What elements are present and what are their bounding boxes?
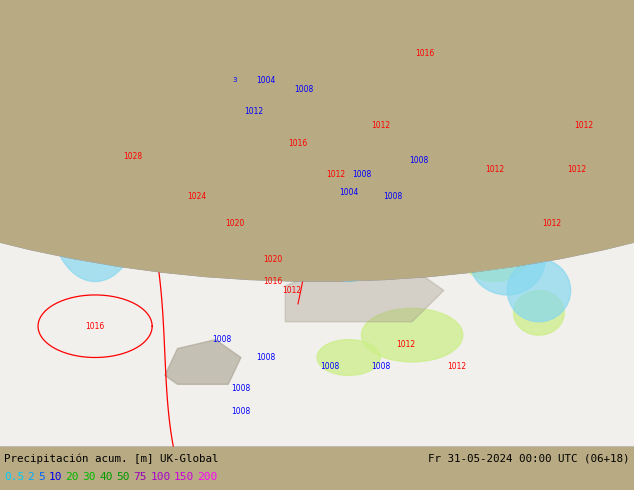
Ellipse shape — [311, 161, 349, 196]
Text: 20: 20 — [65, 472, 79, 482]
Text: 1012: 1012 — [542, 219, 561, 228]
Text: 1012: 1012 — [396, 340, 415, 348]
Text: 1008: 1008 — [257, 353, 276, 362]
Text: 1012: 1012 — [244, 107, 263, 116]
Ellipse shape — [456, 210, 533, 282]
Text: 10: 10 — [48, 472, 62, 482]
Ellipse shape — [216, 80, 317, 170]
Text: 1016: 1016 — [415, 49, 434, 58]
Text: 1012: 1012 — [447, 362, 466, 371]
Polygon shape — [285, 259, 444, 322]
Text: 1008: 1008 — [352, 170, 371, 179]
Ellipse shape — [317, 340, 380, 375]
Ellipse shape — [437, 188, 514, 259]
Polygon shape — [216, 201, 266, 250]
Text: 1012: 1012 — [282, 286, 301, 295]
Text: 30: 30 — [82, 472, 96, 482]
Text: 1016: 1016 — [263, 277, 282, 286]
Ellipse shape — [260, 116, 412, 241]
Text: 75: 75 — [134, 472, 147, 482]
Text: 100: 100 — [150, 472, 171, 482]
Text: 1028: 1028 — [124, 152, 143, 161]
Ellipse shape — [514, 291, 564, 335]
Ellipse shape — [361, 143, 463, 232]
Text: 1020: 1020 — [225, 219, 244, 228]
Text: 1008: 1008 — [231, 384, 250, 393]
Text: 200: 200 — [198, 472, 217, 482]
Text: 1020: 1020 — [263, 255, 282, 264]
Ellipse shape — [444, 45, 596, 241]
Text: Fr 31-05-2024 00:00 UTC (06+18): Fr 31-05-2024 00:00 UTC (06+18) — [429, 454, 630, 464]
Text: 5: 5 — [38, 472, 45, 482]
Ellipse shape — [311, 210, 387, 282]
Text: 50: 50 — [117, 472, 130, 482]
Ellipse shape — [63, 170, 114, 259]
Text: 1008: 1008 — [371, 362, 390, 371]
Text: 1008: 1008 — [295, 85, 314, 94]
Text: 1008: 1008 — [320, 362, 339, 371]
Text: 150: 150 — [174, 472, 194, 482]
Text: 2: 2 — [27, 472, 34, 482]
Ellipse shape — [507, 259, 571, 322]
Polygon shape — [165, 340, 241, 384]
Ellipse shape — [70, 183, 95, 228]
Text: 1008: 1008 — [384, 192, 403, 201]
Ellipse shape — [44, 134, 108, 206]
Text: 1004: 1004 — [339, 188, 358, 196]
Text: 1008: 1008 — [231, 407, 250, 416]
Text: 1012: 1012 — [371, 121, 390, 130]
Text: 1012: 1012 — [485, 165, 504, 174]
Ellipse shape — [361, 308, 463, 362]
Ellipse shape — [393, 156, 495, 246]
Ellipse shape — [266, 179, 368, 268]
Text: 1004: 1004 — [257, 76, 276, 85]
Text: 3: 3 — [232, 77, 237, 83]
Text: 1016: 1016 — [86, 322, 105, 331]
Ellipse shape — [51, 147, 139, 282]
Text: 1012: 1012 — [574, 121, 593, 130]
Ellipse shape — [469, 223, 545, 295]
Text: Precipitación acum. [m] UK-Global: Precipitación acum. [m] UK-Global — [4, 454, 219, 464]
Text: 1012: 1012 — [327, 170, 346, 179]
Ellipse shape — [317, 116, 444, 223]
Ellipse shape — [273, 125, 361, 206]
Ellipse shape — [323, 143, 399, 215]
Text: 40: 40 — [100, 472, 113, 482]
Text: 1008: 1008 — [409, 156, 428, 166]
Text: 1008: 1008 — [212, 335, 231, 344]
Text: 0.5: 0.5 — [4, 472, 24, 482]
Text: 1024: 1024 — [187, 192, 206, 201]
Text: 1012: 1012 — [567, 165, 586, 174]
Ellipse shape — [216, 76, 266, 121]
Polygon shape — [0, 0, 634, 447]
Text: 1016: 1016 — [288, 139, 307, 147]
Ellipse shape — [241, 103, 368, 210]
